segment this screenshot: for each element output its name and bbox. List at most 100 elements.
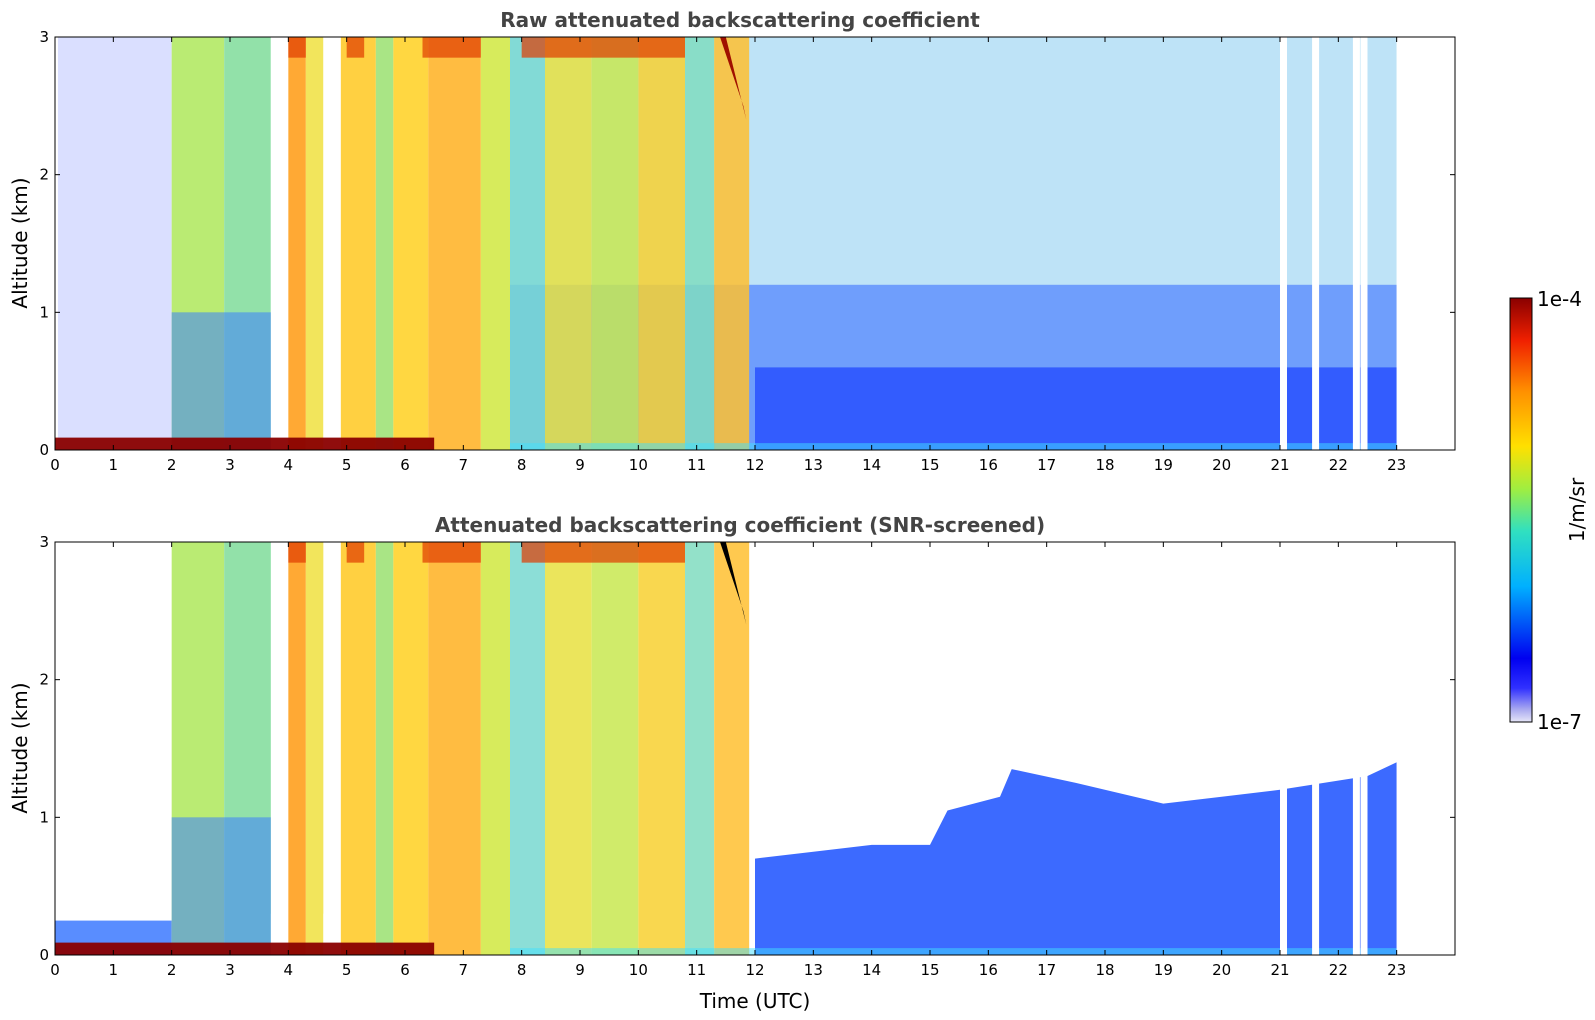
heatmap-band bbox=[305, 37, 324, 450]
heatmap-region-noise bbox=[55, 37, 172, 450]
heatmap-region-boundary-layer bbox=[171, 817, 271, 955]
x-tick-label: 7 bbox=[459, 456, 469, 474]
heatmap-cloud-top bbox=[422, 542, 481, 563]
heatmap-band bbox=[305, 542, 324, 955]
heatmap-band bbox=[638, 542, 685, 955]
x-tick-label: 4 bbox=[284, 961, 294, 979]
heatmap-band bbox=[393, 542, 429, 955]
heatmap-band bbox=[714, 37, 750, 450]
x-tick-label: 9 bbox=[575, 456, 585, 474]
heatmap-band bbox=[428, 37, 481, 450]
x-tick-label: 12 bbox=[745, 961, 764, 979]
x-tick-label: 16 bbox=[979, 961, 998, 979]
y-tick-label: 0 bbox=[39, 946, 49, 964]
colorbar-min-label: 1e-7 bbox=[1537, 710, 1582, 734]
y-tick-label: 0 bbox=[39, 441, 49, 459]
heatmap-cloud-top bbox=[422, 37, 481, 58]
data-gap bbox=[1360, 542, 1368, 955]
x-tick-label: 10 bbox=[629, 456, 648, 474]
x-tick-label: 6 bbox=[400, 456, 410, 474]
x-tick-label: 14 bbox=[862, 961, 881, 979]
y-tick-label: 1 bbox=[39, 808, 49, 826]
data-gap bbox=[1360, 37, 1368, 450]
x-tick-label: 8 bbox=[517, 456, 527, 474]
data-gap bbox=[1312, 37, 1320, 450]
x-tick-label: 13 bbox=[804, 456, 823, 474]
data-gap bbox=[1280, 542, 1287, 955]
panel-title: Attenuated backscattering coefficient (S… bbox=[435, 513, 1045, 537]
y-tick-label: 2 bbox=[39, 166, 49, 184]
x-tick-label: 7 bbox=[459, 961, 469, 979]
x-tick-label: 1 bbox=[109, 961, 119, 979]
data-gap bbox=[1280, 37, 1287, 450]
panel-raw: Raw attenuated backscattering coefficien… bbox=[8, 8, 1456, 474]
heatmap-region-noise bbox=[57, 37, 172, 450]
x-tick-label: 0 bbox=[50, 961, 60, 979]
heatmap-cloud-top bbox=[288, 37, 306, 58]
heatmap-band bbox=[375, 37, 394, 450]
heatmap-band bbox=[288, 542, 306, 955]
heatmap-band bbox=[638, 37, 685, 450]
heatmap-band bbox=[545, 37, 592, 450]
x-tick-label: 19 bbox=[1154, 456, 1173, 474]
x-tick-label: 3 bbox=[225, 961, 235, 979]
heatmap-surface-layer bbox=[55, 942, 435, 955]
y-axis-label: Altitude (km) bbox=[8, 177, 32, 308]
x-tick-label: 12 bbox=[745, 456, 764, 474]
x-tick-label: 19 bbox=[1154, 961, 1173, 979]
no-data-region bbox=[1396, 542, 1455, 955]
heatmap-band bbox=[714, 542, 750, 955]
heatmap-region-boundary-layer bbox=[755, 762, 1397, 955]
x-axis-label: Time (UTC) bbox=[699, 989, 811, 1013]
heatmap-band bbox=[480, 37, 510, 450]
heatmap-ground-layer bbox=[510, 443, 1397, 450]
x-tick-label: 9 bbox=[575, 961, 585, 979]
x-tick-label: 15 bbox=[920, 456, 939, 474]
heatmap-surface-layer bbox=[55, 437, 435, 450]
x-tick-label: 17 bbox=[1037, 961, 1056, 979]
x-tick-label: 18 bbox=[1095, 961, 1114, 979]
heatmap-cloud-top bbox=[346, 37, 365, 58]
heatmap-cloud-top bbox=[521, 542, 685, 563]
x-tick-label: 17 bbox=[1037, 456, 1056, 474]
x-tick-label: 6 bbox=[400, 961, 410, 979]
x-tick-label: 14 bbox=[862, 456, 881, 474]
panel-snr-screened: Attenuated backscattering coefficient (S… bbox=[8, 513, 1456, 1013]
x-tick-label: 2 bbox=[167, 961, 177, 979]
heatmap-cloud-top bbox=[288, 542, 306, 563]
x-tick-label: 10 bbox=[629, 961, 648, 979]
heatmap-band bbox=[340, 37, 376, 450]
heatmap-band bbox=[685, 37, 715, 450]
x-tick-label: 23 bbox=[1387, 456, 1406, 474]
heatmap-band bbox=[480, 542, 510, 955]
x-tick-label: 21 bbox=[1270, 456, 1289, 474]
x-tick-label: 16 bbox=[979, 456, 998, 474]
x-tick-label: 3 bbox=[225, 456, 235, 474]
x-tick-label: 4 bbox=[284, 456, 294, 474]
colorbar: 1e-4 1e-7 1/m/sr bbox=[1509, 287, 1589, 734]
y-tick-label: 3 bbox=[39, 28, 49, 46]
heatmap-band bbox=[510, 37, 545, 450]
data-gap bbox=[1352, 37, 1360, 450]
x-tick-label: 2 bbox=[167, 456, 177, 474]
x-tick-label: 11 bbox=[687, 961, 706, 979]
heatmap-band bbox=[591, 37, 639, 450]
heatmap-band bbox=[270, 37, 289, 450]
data-gap bbox=[1312, 542, 1320, 955]
heatmap-band bbox=[393, 37, 429, 450]
colorbar-max-label: 1e-4 bbox=[1537, 287, 1582, 311]
heatmap-ground-layer bbox=[510, 948, 1397, 955]
x-tick-label: 23 bbox=[1387, 961, 1406, 979]
heatmap-region-boundary-layer bbox=[171, 312, 271, 450]
x-tick-label: 13 bbox=[804, 961, 823, 979]
x-tick-label: 18 bbox=[1095, 456, 1114, 474]
no-data-region bbox=[1396, 37, 1455, 450]
x-tick-label: 5 bbox=[342, 961, 352, 979]
heatmap-cloud-top bbox=[346, 542, 365, 563]
x-tick-label: 22 bbox=[1329, 961, 1348, 979]
y-tick-label: 1 bbox=[39, 303, 49, 321]
heatmap-region-boundary-layer bbox=[755, 367, 1397, 450]
x-tick-label: 20 bbox=[1212, 456, 1231, 474]
x-tick-label: 8 bbox=[517, 961, 527, 979]
